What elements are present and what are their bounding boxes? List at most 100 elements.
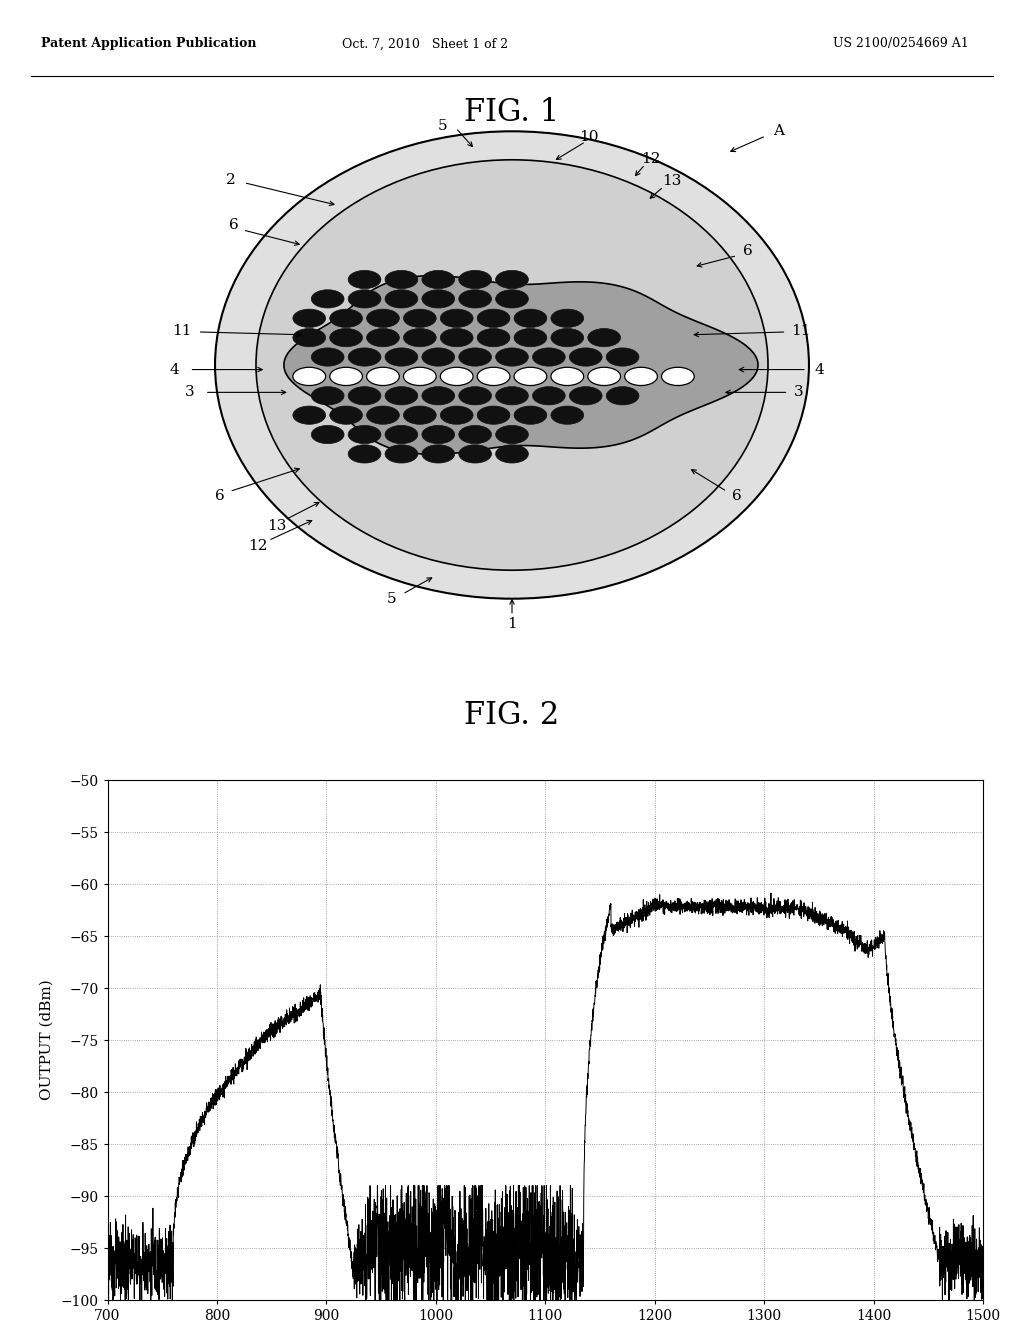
Circle shape (330, 329, 362, 347)
Circle shape (551, 329, 584, 347)
Text: 3: 3 (794, 385, 804, 400)
Circle shape (385, 425, 418, 444)
Circle shape (662, 367, 694, 385)
Polygon shape (284, 276, 758, 454)
Circle shape (403, 367, 436, 385)
Circle shape (459, 387, 492, 405)
Circle shape (514, 329, 547, 347)
Text: 6: 6 (732, 490, 742, 503)
Circle shape (496, 425, 528, 444)
Circle shape (440, 329, 473, 347)
Circle shape (385, 271, 418, 289)
Circle shape (367, 329, 399, 347)
Circle shape (311, 290, 344, 308)
Circle shape (551, 309, 584, 327)
Text: 2: 2 (225, 173, 236, 186)
Text: 13: 13 (267, 519, 286, 533)
Circle shape (514, 367, 547, 385)
Circle shape (514, 407, 547, 424)
Text: 6: 6 (228, 218, 239, 232)
Circle shape (588, 329, 621, 347)
Circle shape (459, 348, 492, 366)
Circle shape (440, 367, 473, 385)
Circle shape (422, 271, 455, 289)
Circle shape (606, 387, 639, 405)
Circle shape (459, 290, 492, 308)
Text: 6: 6 (742, 244, 753, 257)
Circle shape (477, 367, 510, 385)
Circle shape (403, 309, 436, 327)
Circle shape (551, 367, 584, 385)
Circle shape (588, 367, 621, 385)
Circle shape (348, 445, 381, 463)
Circle shape (422, 425, 455, 444)
Circle shape (330, 309, 362, 327)
Circle shape (459, 271, 492, 289)
Circle shape (532, 348, 565, 366)
Text: A: A (773, 124, 783, 139)
Text: 1: 1 (507, 616, 517, 631)
Circle shape (496, 271, 528, 289)
Circle shape (496, 290, 528, 308)
Text: 4: 4 (169, 363, 179, 376)
Circle shape (496, 445, 528, 463)
Circle shape (293, 367, 326, 385)
Circle shape (293, 329, 326, 347)
Circle shape (311, 348, 344, 366)
Circle shape (496, 348, 528, 366)
Ellipse shape (256, 160, 768, 570)
Circle shape (330, 367, 362, 385)
Circle shape (459, 425, 492, 444)
Circle shape (422, 348, 455, 366)
Text: 12: 12 (248, 540, 268, 553)
Circle shape (330, 407, 362, 424)
Circle shape (367, 407, 399, 424)
Text: 6: 6 (215, 490, 225, 503)
Circle shape (606, 348, 639, 366)
Circle shape (422, 387, 455, 405)
Circle shape (477, 309, 510, 327)
Circle shape (348, 348, 381, 366)
Circle shape (459, 445, 492, 463)
Circle shape (440, 407, 473, 424)
Circle shape (569, 387, 602, 405)
Circle shape (403, 329, 436, 347)
Text: 3: 3 (184, 385, 195, 400)
Circle shape (385, 387, 418, 405)
Circle shape (625, 367, 657, 385)
Text: 13: 13 (663, 174, 681, 187)
Ellipse shape (215, 131, 809, 599)
Circle shape (422, 290, 455, 308)
Circle shape (551, 407, 584, 424)
Circle shape (477, 329, 510, 347)
Text: 4: 4 (814, 363, 824, 376)
Text: US 2100/0254669 A1: US 2100/0254669 A1 (834, 37, 969, 50)
Circle shape (293, 407, 326, 424)
Circle shape (477, 407, 510, 424)
Circle shape (532, 387, 565, 405)
Circle shape (311, 425, 344, 444)
Text: 5: 5 (437, 119, 447, 132)
Text: 10: 10 (579, 129, 599, 144)
Circle shape (403, 407, 436, 424)
Circle shape (348, 387, 381, 405)
Text: 11: 11 (172, 323, 193, 338)
Circle shape (514, 309, 547, 327)
Text: FIG. 2: FIG. 2 (464, 700, 560, 731)
Text: 11: 11 (791, 323, 811, 338)
Circle shape (385, 445, 418, 463)
Circle shape (422, 445, 455, 463)
Circle shape (367, 309, 399, 327)
Y-axis label: OUTPUT (dBm): OUTPUT (dBm) (40, 979, 53, 1101)
Circle shape (569, 348, 602, 366)
Circle shape (348, 271, 381, 289)
Circle shape (311, 387, 344, 405)
Text: 12: 12 (641, 152, 662, 166)
Circle shape (496, 387, 528, 405)
Circle shape (367, 367, 399, 385)
Circle shape (293, 309, 326, 327)
Text: Oct. 7, 2010   Sheet 1 of 2: Oct. 7, 2010 Sheet 1 of 2 (342, 37, 508, 50)
Circle shape (385, 348, 418, 366)
Text: 5: 5 (386, 591, 396, 606)
Circle shape (440, 309, 473, 327)
